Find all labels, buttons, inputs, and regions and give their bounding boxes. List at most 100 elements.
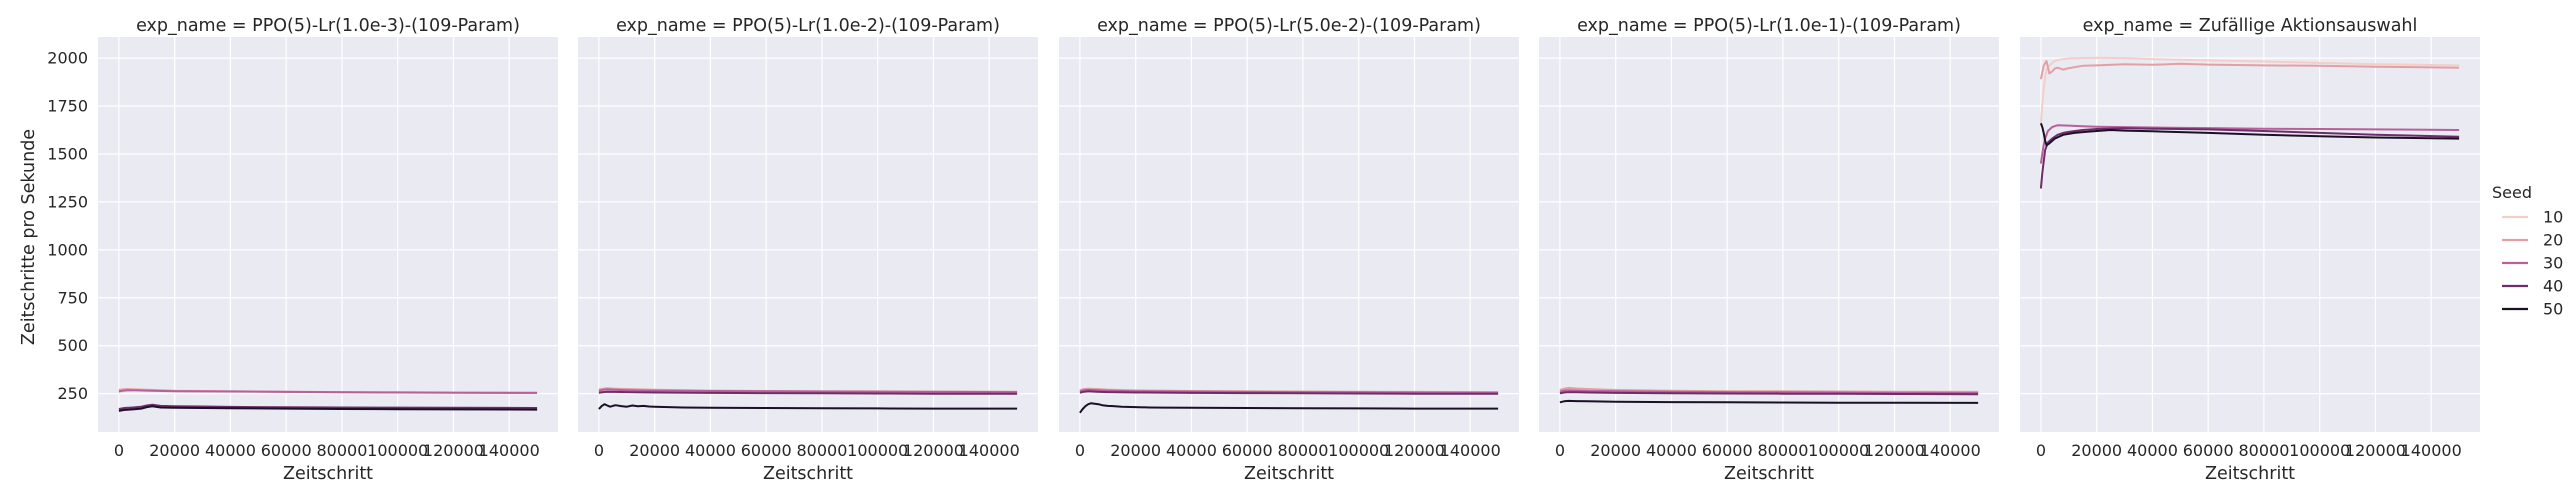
x-tick-label: 60000: [1702, 441, 1753, 460]
x-tick-label: 20000: [149, 441, 200, 460]
y-tick-label: 250: [57, 384, 88, 403]
x-tick-label: 60000: [261, 441, 312, 460]
x-tick-label: 40000: [205, 441, 256, 460]
legend-label: 20: [2543, 231, 2563, 250]
plot-background: [98, 37, 558, 432]
plot-background: [1059, 37, 1519, 432]
x-tick-label: 40000: [1166, 441, 1217, 460]
x-tick-label: 100000: [367, 441, 428, 460]
series-line-seed-10: [2039, 56, 2460, 126]
x-tick-label: 140000: [479, 441, 540, 460]
facet-title: exp_name = Zufällige Aktionsauswahl: [2083, 16, 2418, 36]
legend: Seed 10 20 30 40 50: [2492, 183, 2563, 319]
x-tick-label: 140000: [959, 441, 1020, 460]
x-axis-label: Zeitschritt: [1724, 464, 1814, 484]
x-tick-label: 100000: [847, 441, 908, 460]
series-line-seed-50: [1559, 399, 1979, 404]
x-tick-label: 100000: [1808, 441, 1869, 460]
x-tick-label: 140000: [2401, 441, 2462, 460]
legend-entry-seed-30: 30: [2502, 254, 2563, 273]
x-tick-label: 140000: [1920, 441, 1981, 460]
x-tick-label: 100000: [1328, 441, 1389, 460]
x-tick-label: 120000: [903, 441, 964, 460]
x-axis-label: Zeitschritt: [763, 464, 853, 484]
x-tick-label: 60000: [741, 441, 792, 460]
facet-title: exp_name = PPO(5)-Lr(1.0e-2)-(109-Param): [616, 16, 1000, 36]
y-tick-label: 2000: [47, 49, 88, 68]
x-tick-label: 0: [594, 441, 604, 460]
series-line-seed-50: [1079, 402, 1499, 414]
x-tick-label: 0: [1555, 441, 1565, 460]
legend-label: 40: [2543, 277, 2563, 296]
y-axis-label: Zeitschritte pro Sekunde: [19, 129, 39, 345]
panels-layer: 0 20000 40000 60000 80000 1000001200001400002…: [47, 16, 2480, 484]
legend-entry-seed-40: 40: [2502, 277, 2563, 296]
x-tick-label: 120000: [1864, 441, 1925, 460]
legend-label: 50: [2543, 300, 2563, 319]
series-line-seed-30: [1559, 389, 1979, 394]
series-line-seed-30: [598, 388, 1018, 394]
legend-label: 30: [2543, 254, 2563, 273]
x-tick-label: 120000: [2345, 441, 2406, 460]
series-line-seed-50: [2039, 122, 2460, 147]
facet-title: exp_name = PPO(5)-Lr(1.0e-1)-(109-Param): [1577, 16, 1961, 36]
x-tick-label: 60000: [2183, 441, 2234, 460]
series-line-seed-30: [2039, 124, 2460, 164]
series-line-seed-50: [598, 403, 1018, 410]
facet-title: exp_name = PPO(5)-Lr(5.0e-2)-(109-Param): [1097, 16, 1481, 36]
x-axis-label: Zeitschritt: [283, 464, 373, 484]
series-line-seed-40: [2039, 127, 2460, 189]
x-axis-label: Zeitschritt: [1244, 464, 1334, 484]
x-tick-label: 120000: [1384, 441, 1445, 460]
x-tick-label: 0: [1075, 441, 1085, 460]
legend-entry-seed-10: 10: [2502, 208, 2563, 227]
series-line-seed-40: [1559, 391, 1979, 396]
legend-entries: 10 20 30 40 50: [2502, 208, 2563, 319]
series-line-seed-40: [118, 403, 538, 410]
x-tick-label: 40000: [1646, 441, 1697, 460]
y-tick-label: 1750: [47, 97, 88, 116]
x-tick-label: 20000: [1590, 441, 1641, 460]
x-tick-label: 60000: [1222, 441, 1273, 460]
y-tick-label: 1500: [47, 144, 88, 163]
plot-background: [2020, 37, 2480, 432]
x-tick-label: 80000: [316, 441, 367, 460]
x-tick-label: 20000: [2071, 441, 2122, 460]
x-tick-label: 120000: [423, 441, 484, 460]
plot-background: [1539, 37, 1999, 432]
y-tick-label: 500: [57, 336, 88, 355]
x-tick-label: 80000: [2238, 441, 2289, 460]
facet-title: exp_name = PPO(5)-Lr(1.0e-3)-(109-Param): [136, 16, 520, 36]
x-tick-label: 80000: [1277, 441, 1328, 460]
series-line-seed-20: [2039, 60, 2460, 80]
legend-label: 10: [2543, 208, 2563, 227]
x-tick-label: 100000: [2289, 441, 2350, 460]
x-tick-label: 0: [114, 441, 124, 460]
y-tick-label: 750: [57, 288, 88, 307]
x-tick-label: 80000: [796, 441, 847, 460]
plot-background: [578, 37, 1038, 432]
x-tick-label: 40000: [2127, 441, 2178, 460]
x-axis-label: Zeitschritt: [2205, 464, 2295, 484]
x-tick-label: 20000: [629, 441, 680, 460]
legend-entry-seed-20: 20: [2502, 231, 2563, 250]
series-line-seed-30: [1079, 388, 1499, 394]
x-tick-label: 20000: [1110, 441, 1161, 460]
series-line-seed-50: [118, 405, 538, 412]
y-tick-label: 1000: [47, 240, 88, 259]
x-tick-label: 140000: [1440, 441, 1501, 460]
series-line-seed-40: [598, 390, 1018, 395]
x-tick-label: 40000: [685, 441, 736, 460]
series-line-seed-40: [1079, 390, 1499, 395]
y-tick-label: 1250: [47, 192, 88, 211]
series-line-seed-30: [118, 389, 538, 394]
x-tick-label: 0: [2036, 441, 2046, 460]
legend-title: Seed: [2492, 183, 2532, 202]
x-tick-label: 80000: [1757, 441, 1808, 460]
